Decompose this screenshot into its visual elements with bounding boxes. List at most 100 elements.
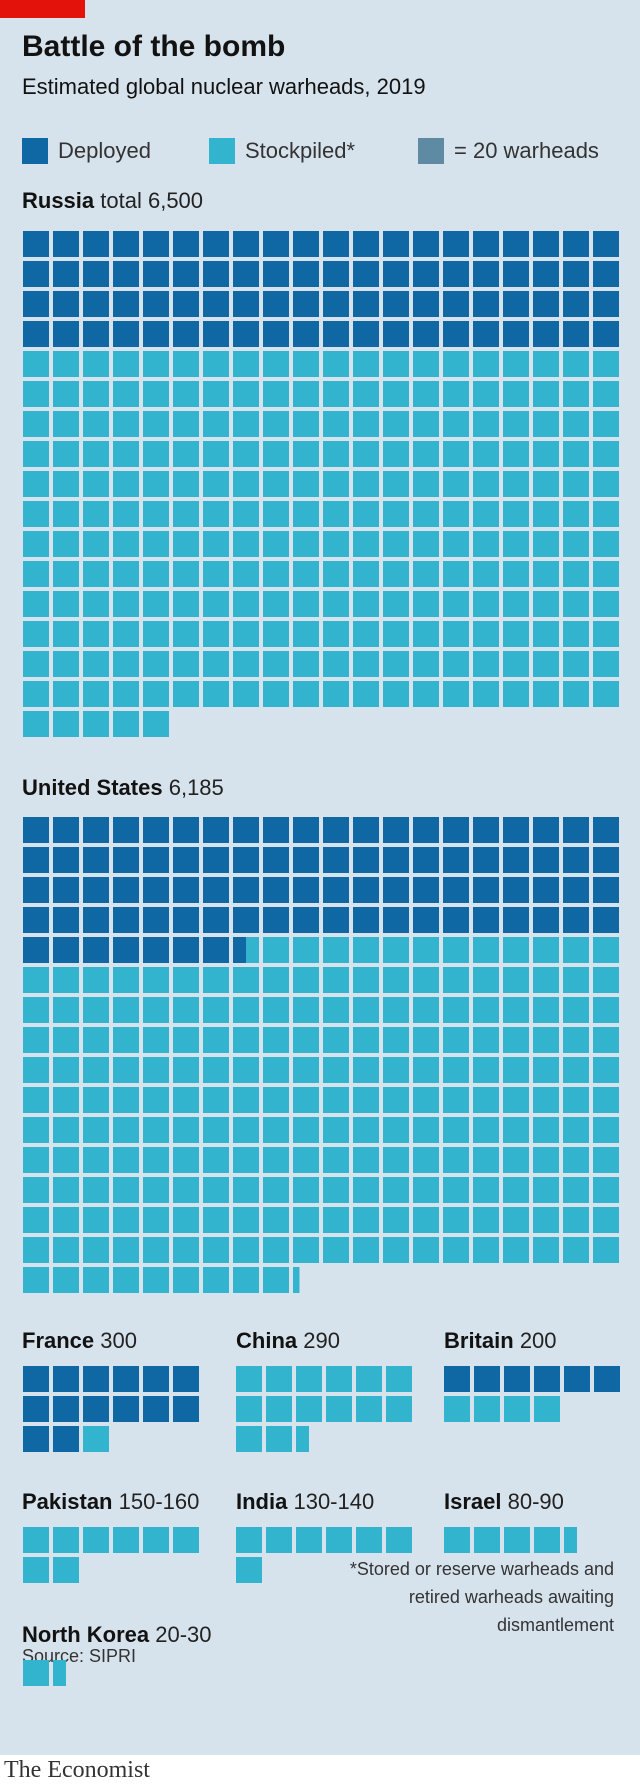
russia-stockpiled-square <box>53 681 79 707</box>
united-states-deployed-square <box>113 937 139 963</box>
united-states-stockpiled-square <box>23 997 49 1023</box>
india-stockpiled-square <box>386 1527 412 1553</box>
russia-stockpiled-square <box>173 651 199 677</box>
russia-stockpiled-square <box>593 411 619 437</box>
russia-stockpiled-square <box>413 471 439 497</box>
russia-deployed-square <box>233 231 259 257</box>
russia-stockpiled-square <box>83 411 109 437</box>
russia-stockpiled-square <box>83 711 109 737</box>
russia-stockpiled-square <box>143 561 169 587</box>
united-states-stockpiled-square <box>143 1027 169 1053</box>
united-states-deployed-square <box>113 907 139 933</box>
britain-stockpiled-square <box>504 1396 530 1422</box>
united-states-stockpiled-square <box>503 967 529 993</box>
united-states-stockpiled-square <box>143 1267 169 1293</box>
russia-stockpiled-square <box>203 411 229 437</box>
russia-stockpiled-square <box>533 591 559 617</box>
united-states-stockpiled-square <box>83 1027 109 1053</box>
russia-stockpiled-square <box>293 591 319 617</box>
russia-stockpiled-square <box>173 561 199 587</box>
russia-deployed-square <box>53 261 79 287</box>
united-states-stockpiled-square <box>503 937 529 963</box>
russia-stockpiled-square <box>353 441 379 467</box>
united-states-deployed-square <box>263 877 289 903</box>
china-stockpiled-square <box>296 1426 309 1452</box>
country-name: Israel <box>444 1489 502 1514</box>
russia-stockpiled-square <box>443 561 469 587</box>
united-states-deployed-square <box>593 847 619 873</box>
russia-deployed-square <box>503 291 529 317</box>
united-states-stockpiled-square <box>443 937 469 963</box>
russia-stockpiled-square <box>263 411 289 437</box>
russia-deployed-square <box>23 321 49 347</box>
united-states-deployed-square <box>413 817 439 843</box>
legend-deployed-swatch <box>22 138 48 164</box>
united-states-deployed-square <box>53 847 79 873</box>
china-stockpiled-square <box>236 1426 262 1452</box>
united-states-stockpiled-square <box>473 1057 499 1083</box>
russia-deployed-square <box>323 231 349 257</box>
russia-stockpiled-square <box>443 591 469 617</box>
russia-stockpiled-square <box>143 621 169 647</box>
united-states-deployed-square <box>173 937 199 963</box>
russia-stockpiled-square <box>383 531 409 557</box>
united-states-deployed-square <box>503 907 529 933</box>
united-states-deployed-square <box>323 847 349 873</box>
china-stockpiled-square <box>326 1396 352 1422</box>
russia-stockpiled-square <box>263 501 289 527</box>
russia-stockpiled-square <box>323 531 349 557</box>
russia-stockpiled-square <box>533 381 559 407</box>
russia-stockpiled-square <box>53 651 79 677</box>
north-korea-stockpiled-square <box>23 1660 49 1686</box>
legend-unit-label: = 20 warheads <box>454 138 599 163</box>
russia-stockpiled-square <box>503 441 529 467</box>
russia-stockpiled-square <box>83 351 109 377</box>
russia-stockpiled-square <box>203 651 229 677</box>
united-states-stockpiled-square <box>113 1207 139 1233</box>
united-states-deployed-square <box>593 907 619 933</box>
label-north-korea: North Korea 20-30 <box>22 1622 212 1648</box>
russia-deployed-square <box>413 291 439 317</box>
russia-deployed-square <box>473 291 499 317</box>
united-states-stockpiled-square <box>473 937 499 963</box>
russia-stockpiled-square <box>413 651 439 677</box>
russia-deployed-square <box>83 291 109 317</box>
united-states-stockpiled-square <box>323 1057 349 1083</box>
india-stockpiled-square <box>356 1527 382 1553</box>
united-states-stockpiled-square <box>263 937 289 963</box>
russia-stockpiled-square <box>143 351 169 377</box>
russia-stockpiled-square <box>23 501 49 527</box>
russia-stockpiled-square <box>593 471 619 497</box>
pakistan-stockpiled-square <box>53 1527 79 1553</box>
united-states-stockpiled-square <box>323 1207 349 1233</box>
united-states-deployed-square <box>473 877 499 903</box>
united-states-deployed-square <box>353 877 379 903</box>
united-states-deployed-square <box>593 877 619 903</box>
united-states-stockpiled-square <box>203 1117 229 1143</box>
united-states-stockpiled-square <box>323 967 349 993</box>
united-states-stockpiled-square <box>113 967 139 993</box>
united-states-stockpiled-square <box>113 1027 139 1053</box>
united-states-stockpiled-square <box>143 1207 169 1233</box>
russia-stockpiled-square <box>353 621 379 647</box>
united-states-stockpiled-square <box>233 1027 259 1053</box>
united-states-deployed-square <box>143 817 169 843</box>
united-states-stockpiled-square <box>233 1177 259 1203</box>
united-states-deployed-square <box>383 877 409 903</box>
united-states-deployed-square <box>533 877 559 903</box>
russia-stockpiled-square <box>413 411 439 437</box>
russia-stockpiled-square <box>83 441 109 467</box>
russia-stockpiled-square <box>233 411 259 437</box>
united-states-stockpiled-square <box>173 1057 199 1083</box>
united-states-deployed-square <box>203 907 229 933</box>
russia-stockpiled-square <box>23 351 49 377</box>
russia-stockpiled-square <box>413 501 439 527</box>
russia-stockpiled-square <box>503 351 529 377</box>
russia-stockpiled-square <box>173 621 199 647</box>
united-states-deployed-square <box>203 937 229 963</box>
russia-stockpiled-square <box>383 681 409 707</box>
united-states-stockpiled-square <box>563 1207 589 1233</box>
britain-deployed-square <box>594 1366 620 1392</box>
france-deployed-square <box>53 1426 79 1452</box>
united-states-deployed-square <box>203 817 229 843</box>
